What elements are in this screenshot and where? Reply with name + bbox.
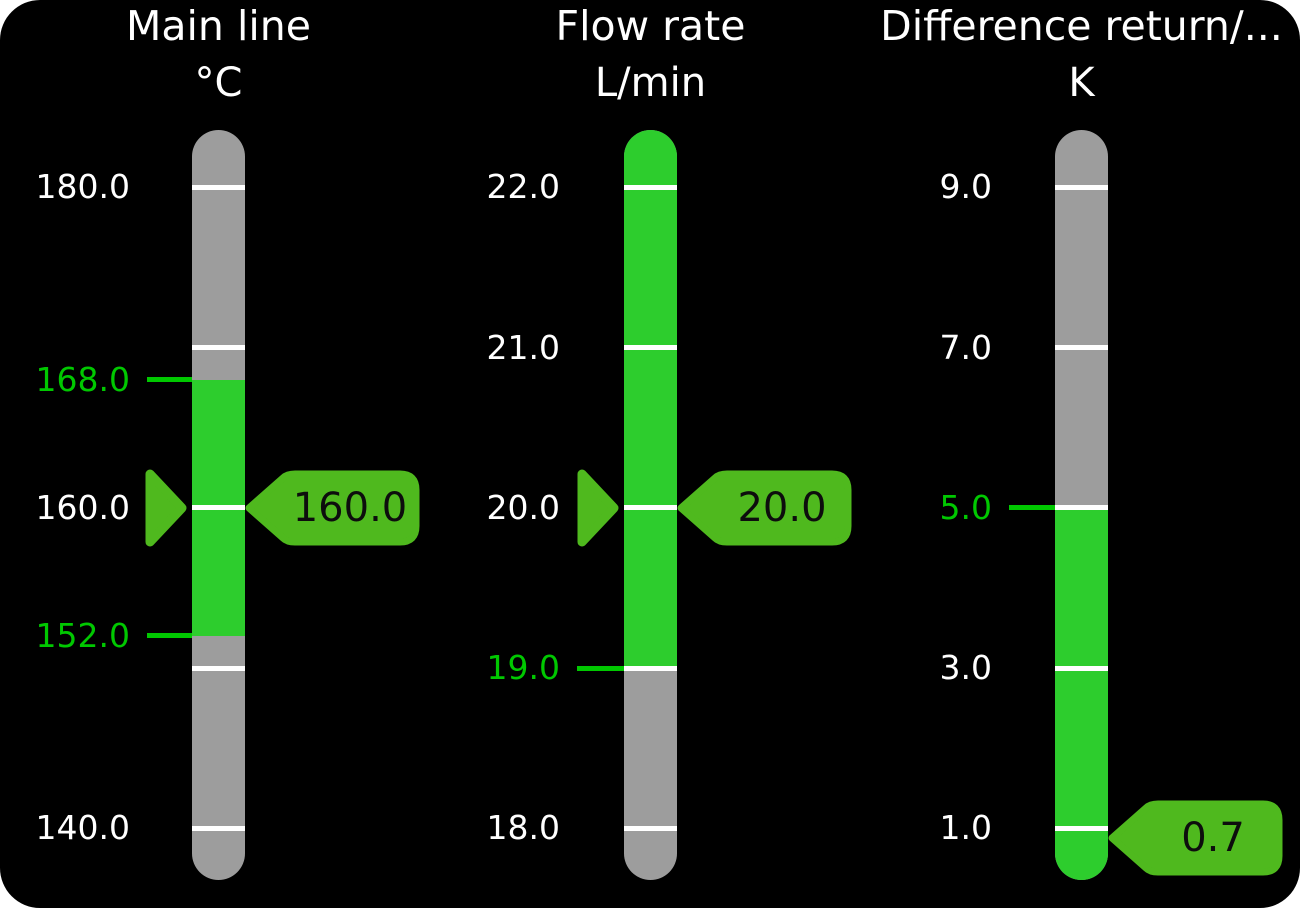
badge-arrow-icon <box>677 470 852 546</box>
scale-label: 1.0 <box>939 808 992 847</box>
badge-arrow-icon <box>1108 800 1283 876</box>
scale-label: 21.0 <box>486 328 560 367</box>
scale-label: 160.0 <box>35 488 130 527</box>
gauge-title: Difference return/... <box>880 2 1283 50</box>
scale-tick <box>624 345 677 350</box>
scale-tick <box>624 826 677 831</box>
limit-tick <box>1009 505 1055 510</box>
scale-label: 18.0 <box>486 808 560 847</box>
gauge-bar <box>1055 130 1108 880</box>
scale-tick <box>192 505 245 510</box>
value-badge-label: 20.0 <box>737 485 827 531</box>
scale-tick <box>1055 666 1108 671</box>
limit-label: 168.0 <box>35 360 130 399</box>
scale-tick <box>1055 505 1108 510</box>
gauge-unit: °C <box>194 60 243 106</box>
green-zone <box>624 130 677 668</box>
limit-tick <box>147 633 192 638</box>
scale-tick <box>624 505 677 510</box>
limit-label: 19.0 <box>486 648 560 687</box>
value-badge[interactable]: 20.0 <box>676 470 852 546</box>
limit-tick <box>577 666 624 671</box>
scale-tick <box>192 345 245 350</box>
scale-label: 140.0 <box>35 808 130 847</box>
scale-tick <box>192 666 245 671</box>
limit-label: 152.0 <box>35 616 130 655</box>
scale-tick <box>624 666 677 671</box>
value-badge-label: 0.7 <box>1181 815 1245 861</box>
scale-tick <box>1055 185 1108 190</box>
gauge-unit: L/min <box>594 60 707 106</box>
gauge-title: Main line <box>126 2 311 50</box>
limit-tick <box>147 377 192 382</box>
scale-label: 7.0 <box>939 328 992 367</box>
value-badge-label: 160.0 <box>292 485 408 531</box>
gauge-bar <box>192 130 245 880</box>
scale-label: 20.0 <box>486 488 560 527</box>
value-marker-icon <box>144 466 188 550</box>
scale-tick <box>192 185 245 190</box>
gauge-title: Flow rate <box>555 2 746 50</box>
scale-tick <box>1055 345 1108 350</box>
scale-label: 9.0 <box>939 167 992 206</box>
limit-label: 5.0 <box>939 488 992 527</box>
badge-arrow-icon <box>245 470 420 546</box>
scale-label: 180.0 <box>35 167 130 206</box>
scale-tick <box>624 185 677 190</box>
scale-label: 3.0 <box>939 648 992 687</box>
value-marker-icon <box>576 466 620 550</box>
value-badge[interactable]: 0.7 <box>1107 800 1283 876</box>
scale-tick <box>192 826 245 831</box>
gauge-unit: K <box>1068 60 1095 106</box>
green-zone <box>1055 507 1108 880</box>
scale-label: 22.0 <box>486 167 560 206</box>
scale-tick <box>1055 826 1108 831</box>
value-badge[interactable]: 160.0 <box>244 470 420 546</box>
gauge-bar <box>624 130 677 880</box>
